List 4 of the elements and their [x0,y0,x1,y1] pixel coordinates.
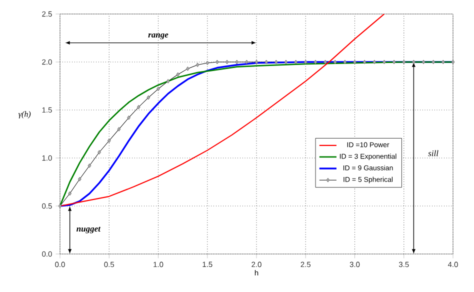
y-axis-title: γ(h) [18,111,31,118]
annotation: range [148,33,168,40]
annotation: nugget [76,226,101,234]
annotation: sill [428,150,438,156]
